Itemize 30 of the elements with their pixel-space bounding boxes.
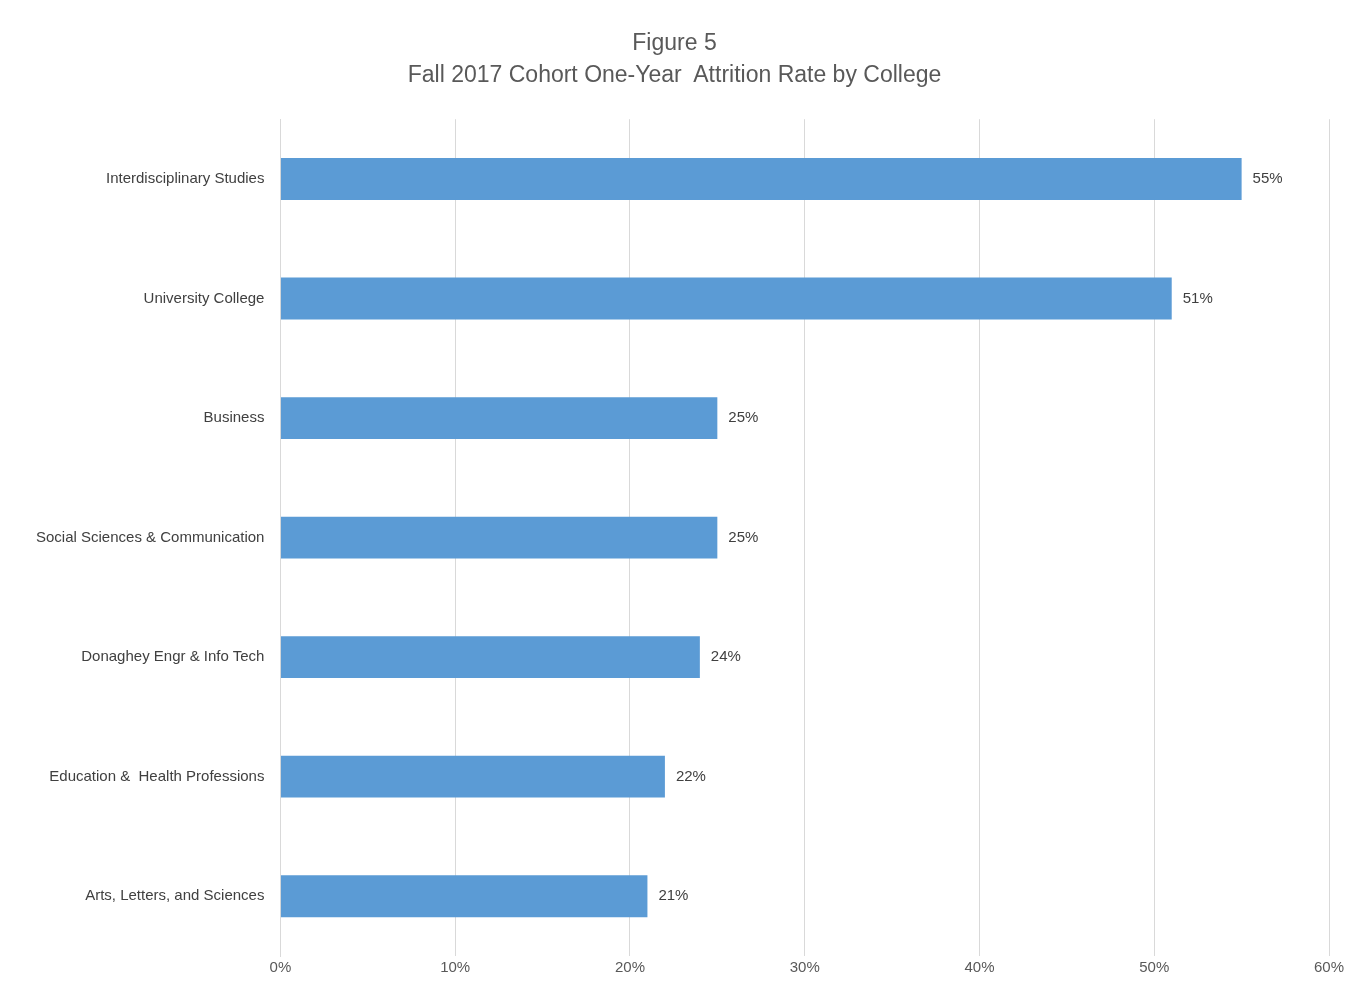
- x-tick-label: 20%: [614, 958, 645, 976]
- data-label: 25%: [728, 408, 759, 426]
- bar: [280, 516, 718, 559]
- y-tick-label: Donaghey Engr & Info Tech: [81, 647, 265, 665]
- data-label: 55%: [1252, 169, 1283, 187]
- y-tick-label: Social Sciences & Communication: [36, 527, 265, 545]
- y-tick-label: Business: [203, 408, 265, 426]
- bar: [280, 397, 718, 439]
- x-tick-label: 10%: [440, 958, 471, 976]
- bar: [280, 636, 700, 679]
- x-tick-label: 40%: [964, 958, 995, 976]
- chart-title: Figure 5: [632, 29, 717, 56]
- data-label: 51%: [1182, 288, 1213, 306]
- data-label: 25%: [728, 527, 759, 545]
- data-label: 24%: [710, 647, 741, 665]
- y-tick-label: University College: [143, 288, 265, 306]
- bar: [280, 277, 1172, 320]
- bar: [280, 875, 648, 918]
- data-label: 22%: [675, 766, 706, 784]
- bar: [280, 158, 1242, 200]
- y-tick-label: Arts, Letters, and Sciences: [85, 886, 265, 904]
- x-tick-label: 50%: [1139, 958, 1170, 976]
- y-tick-label: Interdisciplinary Studies: [106, 169, 265, 187]
- data-label: 21%: [658, 886, 689, 904]
- x-tick-label: 0%: [269, 958, 292, 976]
- x-tick-label: 60%: [1313, 958, 1345, 976]
- x-tick-label: 30%: [789, 958, 820, 976]
- y-tick-label: Education & Health Professions: [49, 766, 265, 784]
- chart-subtitle: Fall 2017 Cohort One-Year Attrition Rate by College: [407, 60, 942, 87]
- bar: [280, 755, 665, 798]
